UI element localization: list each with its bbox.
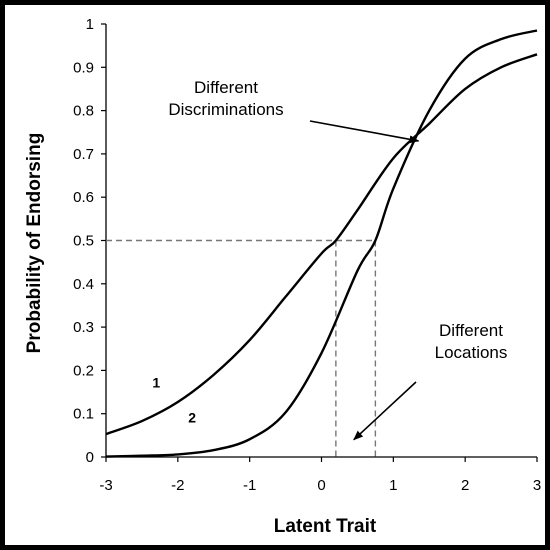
y-tick-label: 0.1: [73, 406, 94, 423]
x-tick-label: -1: [243, 477, 256, 494]
y-tick-label: 0.9: [73, 59, 94, 76]
curve-2: [105, 29, 538, 458]
y-tick-label: 0: [86, 449, 94, 466]
x-tick-label: 3: [533, 477, 541, 494]
curve-label-1: 1: [152, 375, 160, 391]
annotation-text: Different Discriminations: [168, 78, 283, 119]
y-tick-label: 0.7: [73, 146, 94, 163]
y-axis-label: Probability of Endorsing: [24, 133, 45, 354]
annotation-text: Different Locations: [435, 321, 508, 362]
y-tick-label: 0.6: [73, 189, 94, 206]
annotation-arrow: [309, 120, 420, 144]
curve-1: [105, 53, 538, 436]
y-tick-label: 0.8: [73, 103, 94, 120]
y-tick-label: 0.5: [73, 233, 94, 250]
y-tick-label: 0.3: [73, 319, 94, 336]
x-tick-label: 2: [461, 477, 469, 494]
y-tick-label: 0.2: [73, 362, 94, 379]
reference-lines: [106, 239, 377, 457]
y-tick-label: 0.4: [73, 276, 94, 293]
curve-label-2: 2: [188, 409, 196, 425]
x-tick-label: 1: [389, 477, 397, 494]
annotation-arrow: [353, 381, 417, 441]
x-tick-label: -2: [171, 477, 184, 494]
x-axis-label: Latent Trait: [274, 516, 377, 537]
irt-chart: 12 00.10.20.30.40.50.60.70.80.91-3 -2 -1 0 1…: [24, 16, 541, 537]
axes: [101, 23, 538, 462]
tick-labels: 00.10.20.30.40.50.60.70.80.91-3 -2 -1 0 1 2 3: [73, 16, 541, 494]
annotations: Different Discriminations Different Locatio…: [168, 78, 508, 441]
x-tick-label: 0: [317, 477, 325, 494]
y-tick-label: 1: [86, 16, 94, 33]
x-tick-label: -3: [99, 477, 112, 494]
curves: 12: [105, 29, 538, 458]
